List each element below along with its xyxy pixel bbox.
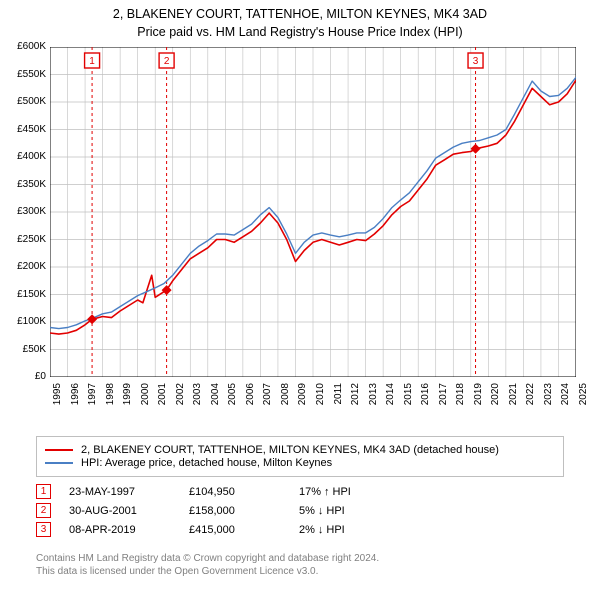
title-subtitle: Price paid vs. HM Land Registry's House … <box>0 24 600 42</box>
x-tick-label: 2014 <box>385 383 396 415</box>
x-axis-ticks: 1995 1996 1997 1998 1999 2000 2001 2002 2003 2004… <box>50 379 576 415</box>
event-row: 2 30-AUG-2001£158,0005%↓HPI <box>36 503 564 518</box>
svg-text:1: 1 <box>89 56 95 67</box>
arrow-up-icon: ↑ <box>324 486 330 498</box>
legend-swatch-hpi <box>45 462 73 464</box>
x-tick-label: 2000 <box>140 383 151 415</box>
x-tick-label: 1998 <box>105 383 116 415</box>
event-marker: 2 <box>36 503 51 518</box>
plot-svg: 1 2 3 <box>50 47 576 377</box>
x-tick-label: 2024 <box>560 383 571 415</box>
events-table: 123-MAY-1997£104,95017%↑HPI230-AUG-2001£… <box>36 480 564 541</box>
event-price: £415,000 <box>189 524 299 536</box>
legend-swatch-property <box>45 449 73 451</box>
y-tick-label: £50K <box>0 344 46 355</box>
y-tick-label: £100K <box>0 316 46 327</box>
chart-area: £0£50K£100K£150K£200K£250K£300K£350K£400… <box>36 47 596 407</box>
event-date: 30-AUG-2001 <box>69 505 189 517</box>
x-tick-label: 2008 <box>280 383 291 415</box>
y-tick-label: £150K <box>0 289 46 300</box>
x-tick-label: 2022 <box>525 383 536 415</box>
event-delta: 17%↑HPI <box>299 486 351 498</box>
x-tick-label: 2019 <box>473 383 484 415</box>
event-marker: 3 <box>36 522 51 537</box>
x-tick-label: 2025 <box>578 383 589 415</box>
x-tick-label: 2006 <box>245 383 256 415</box>
legend-row-property: 2, BLAKENEY COURT, TATTENHOE, MILTON KEY… <box>45 444 555 456</box>
title-block: 2, BLAKENEY COURT, TATTENHOE, MILTON KEY… <box>0 0 600 43</box>
x-tick-label: 2021 <box>508 383 519 415</box>
arrow-down-icon: ↓ <box>318 505 324 517</box>
event-price: £158,000 <box>189 505 299 517</box>
y-tick-label: £0 <box>0 371 46 382</box>
x-tick-label: 1995 <box>52 383 63 415</box>
event-vs: HPI <box>333 486 351 498</box>
event-date: 23-MAY-1997 <box>69 486 189 498</box>
x-tick-label: 2005 <box>227 383 238 415</box>
chart-container: 2, BLAKENEY COURT, TATTENHOE, MILTON KEY… <box>0 0 600 590</box>
x-tick-label: 2020 <box>490 383 501 415</box>
svg-text:3: 3 <box>473 56 479 67</box>
x-tick-label: 2016 <box>420 383 431 415</box>
y-tick-label: £250K <box>0 234 46 245</box>
legend-row-hpi: HPI: Average price, detached house, Milt… <box>45 457 555 469</box>
y-tick-label: £400K <box>0 151 46 162</box>
arrow-down-icon: ↓ <box>318 524 324 536</box>
event-date: 08-APR-2019 <box>69 524 189 536</box>
x-tick-label: 1999 <box>122 383 133 415</box>
title-address: 2, BLAKENEY COURT, TATTENHOE, MILTON KEY… <box>0 6 600 24</box>
x-tick-label: 2002 <box>175 383 186 415</box>
footer-line1: Contains HM Land Registry data © Crown c… <box>36 552 564 565</box>
event-row: 1 23-MAY-1997£104,95017%↑HPI <box>36 484 564 499</box>
x-tick-label: 2013 <box>368 383 379 415</box>
svg-text:2: 2 <box>164 56 170 67</box>
event-marker: 1 <box>36 484 51 499</box>
y-tick-label: £350K <box>0 179 46 190</box>
x-tick-label: 2012 <box>350 383 361 415</box>
event-pct: 17% <box>299 486 321 498</box>
event-vs: HPI <box>326 524 344 536</box>
y-tick-label: £550K <box>0 69 46 80</box>
x-tick-label: 2015 <box>403 383 414 415</box>
legend-label-hpi: HPI: Average price, detached house, Milt… <box>81 457 332 469</box>
event-pct: 2% <box>299 524 315 536</box>
x-tick-label: 2003 <box>192 383 203 415</box>
x-tick-label: 2004 <box>210 383 221 415</box>
x-tick-label: 2011 <box>333 383 344 415</box>
x-tick-label: 1996 <box>70 383 81 415</box>
x-tick-label: 2007 <box>262 383 273 415</box>
footer-line2: This data is licensed under the Open Gov… <box>36 565 564 578</box>
y-tick-label: £450K <box>0 124 46 135</box>
x-tick-label: 1997 <box>87 383 98 415</box>
legend-label-property: 2, BLAKENEY COURT, TATTENHOE, MILTON KEY… <box>81 444 499 456</box>
event-price: £104,950 <box>189 486 299 498</box>
event-row: 3 08-APR-2019£415,0002%↓HPI <box>36 522 564 537</box>
y-tick-label: £200K <box>0 261 46 272</box>
x-tick-label: 2017 <box>438 383 449 415</box>
legend: 2, BLAKENEY COURT, TATTENHOE, MILTON KEY… <box>36 436 564 477</box>
x-tick-label: 2009 <box>297 383 308 415</box>
event-delta: 5%↓HPI <box>299 505 345 517</box>
x-tick-label: 2010 <box>315 383 326 415</box>
y-axis-ticks: £0 £50K £100K £150K £200K £250K £300K £350K £400… <box>0 41 46 383</box>
x-tick-label: 2001 <box>157 383 168 415</box>
footer: Contains HM Land Registry data © Crown c… <box>36 552 564 578</box>
y-tick-label: £500K <box>0 96 46 107</box>
event-pct: 5% <box>299 505 315 517</box>
x-tick-label: 2018 <box>455 383 466 415</box>
y-tick-label: £600K <box>0 41 46 52</box>
event-delta: 2%↓HPI <box>299 524 345 536</box>
y-tick-label: £300K <box>0 206 46 217</box>
x-tick-label: 2023 <box>543 383 554 415</box>
event-vs: HPI <box>326 505 344 517</box>
